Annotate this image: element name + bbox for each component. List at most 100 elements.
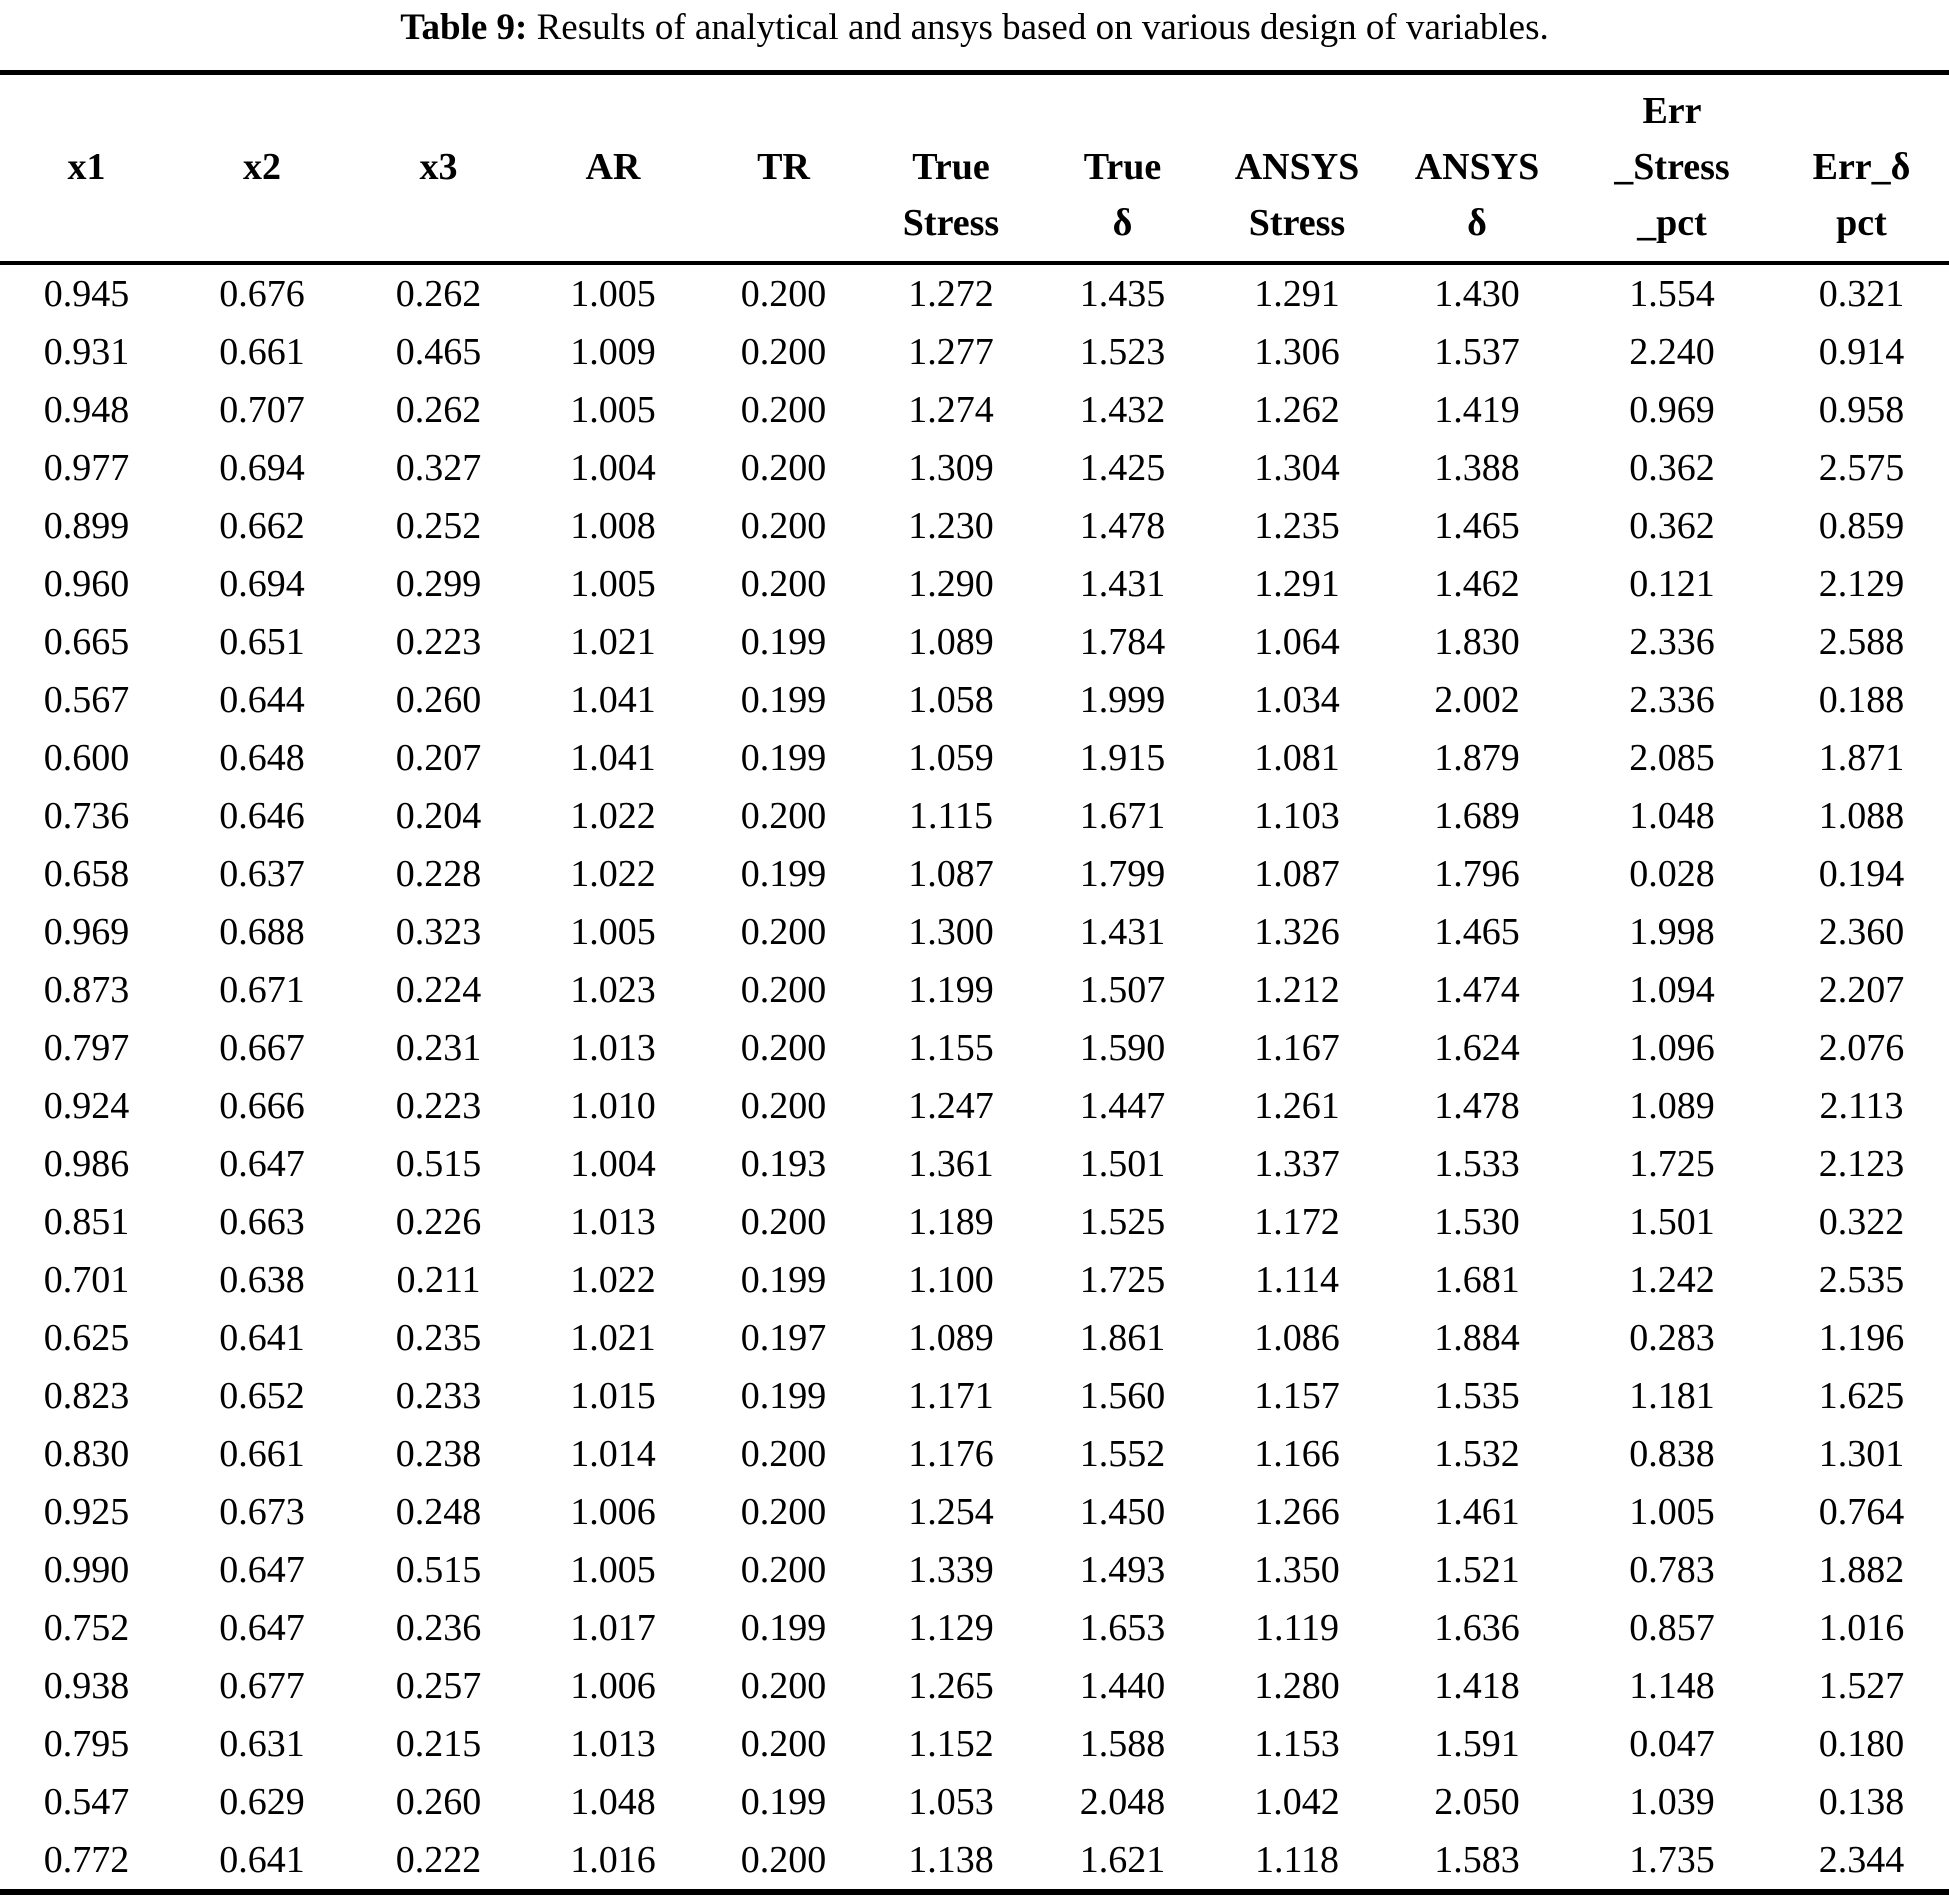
table-cell: 1.100: [908, 1259, 994, 1301]
table-cell: 1.265: [908, 1665, 994, 1707]
table-row: 0.977 0.694 0.327 1.004 0.200 1.309 1.425 1.304…: [0, 439, 1949, 497]
table-cell: 1.266: [1254, 1491, 1340, 1533]
table-cell: 1.530: [1434, 1201, 1520, 1243]
table-cell: 1.157: [1254, 1375, 1340, 1417]
table-cell: 1.254: [908, 1491, 994, 1533]
table-cell: 1.300: [908, 911, 994, 953]
table-cell: 1.462: [1434, 563, 1520, 605]
column-header-line: [351, 195, 526, 251]
table-cell: 1.230: [908, 505, 994, 547]
table-cell: 1.304: [1254, 447, 1340, 489]
table-cell: 1.879: [1434, 737, 1520, 779]
table-cell: 1.119: [1254, 1607, 1340, 1649]
table-cell: 2.123: [1818, 1143, 1905, 1185]
table-cell: 2.336: [1629, 679, 1715, 721]
table-cell: 1.625: [1818, 1375, 1905, 1417]
table-cell: 0.260: [395, 679, 482, 721]
table-cell: 1.537: [1434, 331, 1520, 373]
table-cell: 1.118: [1254, 1839, 1340, 1881]
column-header-line: δ: [1467, 202, 1487, 244]
table-row: 0.851 0.663 0.226 1.013 0.200 1.189 1.525 1.172…: [0, 1193, 1949, 1251]
table-cell: 0.857: [1629, 1607, 1715, 1649]
table-cell: 0.200: [740, 1027, 827, 1069]
table-cell: 0.694: [219, 563, 305, 605]
table-cell: 1.461: [1434, 1491, 1520, 1533]
table-cell: 0.515: [395, 1549, 482, 1591]
table-cell: 1.167: [1254, 1027, 1340, 1069]
table-cell: 1.830: [1434, 621, 1520, 663]
table-cell: 1.583: [1434, 1839, 1520, 1881]
table-cell: 1.034: [1254, 679, 1340, 721]
table-cell: 1.523: [1079, 331, 1166, 373]
table-cell: 1.041: [570, 737, 656, 779]
table-cell: 0.200: [740, 1433, 827, 1475]
table-cell: 2.588: [1818, 621, 1905, 663]
table-cell: 1.277: [908, 331, 994, 373]
column-header-line: pct: [1836, 202, 1887, 244]
table-cell: 0.252: [395, 505, 482, 547]
table-cell: 1.999: [1079, 679, 1166, 721]
table-cell: 0.231: [395, 1027, 482, 1069]
table-cell: 1.148: [1629, 1665, 1715, 1707]
table-cell: 1.005: [1629, 1491, 1715, 1533]
column-header-line: x2: [243, 146, 281, 188]
table-cell: 0.651: [219, 621, 305, 663]
table-cell: 0.648: [219, 737, 305, 779]
table-cell: 1.005: [570, 273, 656, 315]
table-cell: 0.661: [219, 331, 305, 373]
table-cell: 1.590: [1079, 1027, 1166, 1069]
table-cell: 0.945: [43, 273, 130, 315]
table-cell: 0.666: [219, 1085, 305, 1127]
column-header-true-stress: True Stress: [867, 73, 1035, 264]
table-caption-label: Table 9:: [400, 7, 528, 48]
table-row: 0.873 0.671 0.224 1.023 0.200 1.199 1.507 1.212…: [0, 961, 1949, 1019]
table-cell: 0.200: [740, 389, 827, 431]
table-cell: 0.673: [219, 1491, 305, 1533]
table-cell: 1.621: [1079, 1839, 1166, 1881]
table-cell: 0.199: [740, 1781, 827, 1823]
table-cell: 0.199: [740, 853, 827, 895]
table-row: 0.701 0.638 0.211 1.022 0.199 1.100 1.725 1.114…: [0, 1251, 1949, 1309]
table-cell: 1.430: [1434, 273, 1520, 315]
table-cell: 0.986: [43, 1143, 130, 1185]
table-cell: 0.200: [740, 1201, 827, 1243]
table-cell: 0.707: [219, 389, 305, 431]
table-cell: 0.299: [395, 563, 482, 605]
table-row: 0.986 0.647 0.515 1.004 0.193 1.361 1.501 1.337…: [0, 1135, 1949, 1193]
table-cell: 0.200: [740, 1491, 827, 1533]
table-cell: 1.624: [1434, 1027, 1520, 1069]
table-cell: 0.667: [219, 1027, 305, 1069]
table-cell: 1.189: [908, 1201, 994, 1243]
table-cell: 0.647: [219, 1549, 305, 1591]
table-cell: 1.388: [1434, 447, 1520, 489]
table-cell: 0.960: [43, 563, 130, 605]
table-cell: 0.262: [395, 389, 482, 431]
column-header-line: [867, 83, 1035, 139]
table-cell: 0.193: [740, 1143, 827, 1185]
table-cell: 1.087: [1254, 853, 1340, 895]
table-cell: 1.114: [1254, 1259, 1340, 1301]
table-cell: 1.086: [1254, 1317, 1340, 1359]
table-cell: 1.588: [1079, 1723, 1166, 1765]
table-cell: 1.166: [1254, 1433, 1340, 1475]
table-cell: 1.560: [1079, 1375, 1166, 1417]
column-header-line: δ: [1112, 202, 1133, 244]
column-header-true-delta: True δ: [1035, 73, 1210, 264]
table-cell: 1.291: [1254, 563, 1340, 605]
table-cell: 0.671: [219, 969, 305, 1011]
column-header-tr: TR: [700, 73, 867, 264]
table-cell: 0.194: [1818, 853, 1905, 895]
table-cell: 0.661: [219, 1433, 305, 1475]
table-row: 0.938 0.677 0.257 1.006 0.200 1.265 1.440 1.280…: [0, 1657, 1949, 1715]
column-header-line: [700, 195, 867, 251]
table-cell: 1.009: [570, 331, 656, 373]
column-header-line: x3: [419, 146, 458, 188]
table-cell: 1.280: [1254, 1665, 1340, 1707]
table-cell: 1.725: [1629, 1143, 1715, 1185]
table-cell: 1.521: [1434, 1549, 1520, 1591]
column-header-line: [526, 83, 700, 139]
table-cell: 2.050: [1434, 1781, 1520, 1823]
table-cell: 1.094: [1629, 969, 1715, 1011]
table-cell: 2.002: [1434, 679, 1520, 721]
table-cell: 0.830: [43, 1433, 130, 1475]
